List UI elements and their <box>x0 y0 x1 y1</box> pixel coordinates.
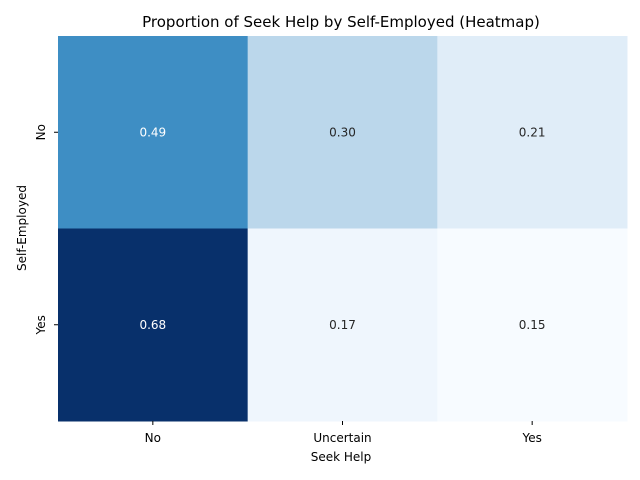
y-axis-label: Self-Employed <box>15 185 29 271</box>
cell-value-label-r0-c0: 0.49 <box>139 125 166 139</box>
x-axis-ticks: No Uncertain Yes <box>145 421 542 445</box>
heatmap-cell-r1-c2 <box>437 228 628 422</box>
x-axis-label: Seek Help <box>311 450 372 464</box>
heatmap-cell-r1-c1 <box>247 228 438 422</box>
heatmap-cell-r0-c0 <box>58 36 249 229</box>
x-tick-label-1: Uncertain <box>313 431 371 445</box>
y-tick-label-1: Yes <box>34 315 48 335</box>
cell-value-label-r1-c0: 0.68 <box>139 318 166 332</box>
cell-value-label-r1-c1: 0.17 <box>329 318 356 332</box>
heatmap-cell-r1-c0 <box>58 228 249 422</box>
y-tick-label-0: No <box>34 124 48 140</box>
cell-value-label-r0-c1: 0.30 <box>329 125 356 139</box>
heatmap-cell-r0-c2 <box>437 36 628 229</box>
x-tick-label-2: Yes <box>521 431 541 445</box>
y-axis-ticks: No Yes <box>34 124 58 335</box>
x-tick-label-0: No <box>145 431 161 445</box>
cell-value-label-r0-c2: 0.21 <box>519 125 546 139</box>
heatmap-cells: 0.49 0.30 0.21 0.68 0.17 0.15 <box>58 36 628 422</box>
heatmap-cell-r0-c1 <box>247 36 438 229</box>
cell-value-label-r1-c2: 0.15 <box>519 318 546 332</box>
chart-title: Proportion of Seek Help by Self-Employed… <box>142 13 540 31</box>
